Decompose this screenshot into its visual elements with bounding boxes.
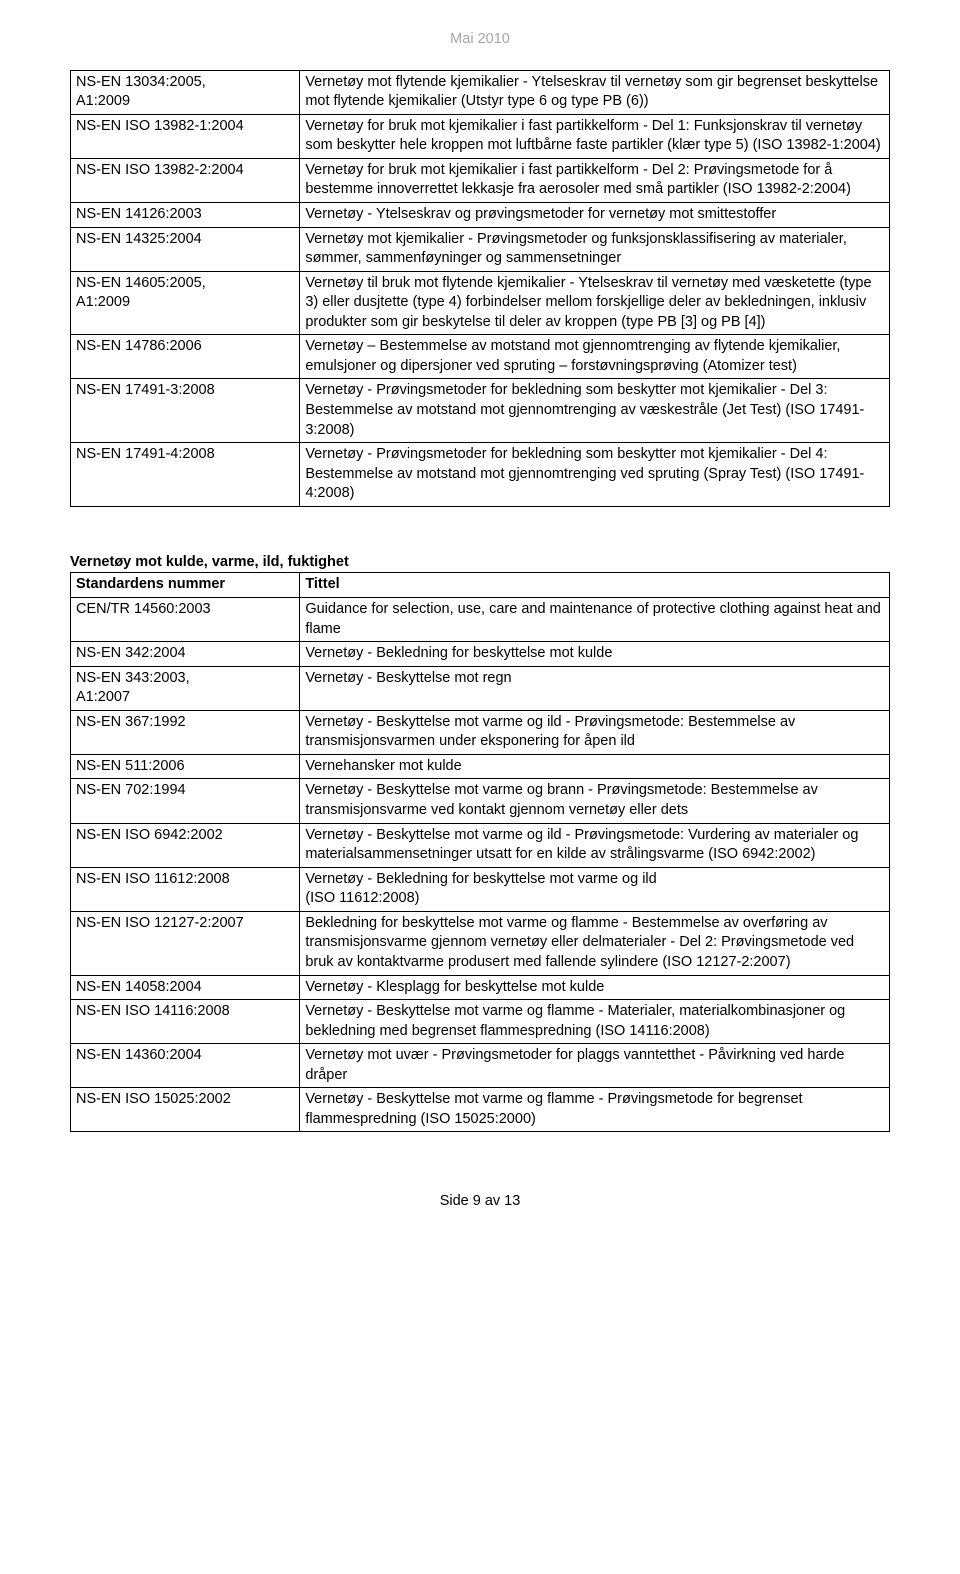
standard-number: NS-EN 14126:2003 [71, 202, 300, 227]
standard-number: NS-EN 13034:2005,A1:2009 [71, 70, 300, 114]
table-row: NS-EN ISO 11612:2008Vernetøy - Beklednin… [71, 867, 890, 911]
standard-number: NS-EN 342:2004 [71, 642, 300, 667]
standard-number: NS-EN 511:2006 [71, 754, 300, 779]
standard-number: NS-EN 14786:2006 [71, 335, 300, 379]
standard-title: Vernetøy - Beskyttelse mot varme og bran… [300, 779, 890, 823]
standard-title: Vernetøy - Bekledning for beskyttelse mo… [300, 642, 890, 667]
table-row: NS-EN 14058:2004Vernetøy - Klesplagg for… [71, 975, 890, 1000]
table-row: NS-EN 17491-4:2008Vernetøy - Prøvingsmet… [71, 443, 890, 507]
table-row: NS-EN 13034:2005,A1:2009Vernetøy mot fly… [71, 70, 890, 114]
standard-title: Vernetøy - Bekledning for beskyttelse mo… [300, 867, 890, 911]
standard-title: Vernetøy - Klesplagg for beskyttelse mot… [300, 975, 890, 1000]
standard-number: NS-EN ISO 11612:2008 [71, 867, 300, 911]
table-row: NS-EN ISO 13982-2:2004Vernetøy for bruk … [71, 158, 890, 202]
standard-title: Vernetøy for bruk mot kjemikalier i fast… [300, 158, 890, 202]
standard-title: Vernetøy – Bestemmelse av motstand mot g… [300, 335, 890, 379]
table-row: NS-EN 14126:2003Vernetøy - Ytelseskrav o… [71, 202, 890, 227]
standard-title: Vernetøy mot flytende kjemikalier - Ytel… [300, 70, 890, 114]
standard-number: NS-EN ISO 12127-2:2007 [71, 911, 300, 975]
standard-number: CEN/TR 14560:2003 [71, 597, 300, 641]
standard-title: Bekledning for beskyttelse mot varme og … [300, 911, 890, 975]
section-title-climate: Vernetøy mot kulde, varme, ild, fuktighe… [70, 553, 890, 573]
standard-number: NS-EN 17491-4:2008 [71, 443, 300, 507]
standard-number: NS-EN ISO 13982-2:2004 [71, 158, 300, 202]
table-row: NS-EN 14325:2004Vernetøy mot kjemikalier… [71, 227, 890, 271]
standard-title: Vernetøy mot uvær - Prøvingsmetoder for … [300, 1044, 890, 1088]
table-row: NS-EN ISO 6942:2002Vernetøy - Beskyttels… [71, 823, 890, 867]
table-row: NS-EN ISO 14116:2008Vernetøy - Beskyttel… [71, 1000, 890, 1044]
standard-number: NS-EN 343:2003,A1:2007 [71, 666, 300, 710]
table-row: NS-EN 342:2004Vernetøy - Bekledning for … [71, 642, 890, 667]
table-row: NS-EN 17491-3:2008Vernetøy - Prøvingsmet… [71, 379, 890, 443]
standard-number: NS-EN ISO 15025:2002 [71, 1088, 300, 1132]
table-climate: Standardens nummerTittelCEN/TR 14560:200… [70, 572, 890, 1132]
table-row: NS-EN ISO 13982-1:2004Vernetøy for bruk … [71, 114, 890, 158]
table-row: NS-EN 343:2003,A1:2007Vernetøy - Beskytt… [71, 666, 890, 710]
standard-title: Vernetøy - Beskyttelse mot regn [300, 666, 890, 710]
page-footer: Side 9 av 13 [70, 1192, 890, 1212]
standard-title: Vernetøy - Prøvingsmetoder for beklednin… [300, 443, 890, 507]
standard-number: NS-EN 14325:2004 [71, 227, 300, 271]
table-chemicals: NS-EN 13034:2005,A1:2009Vernetøy mot fly… [70, 70, 890, 507]
standard-number: NS-EN 14360:2004 [71, 1044, 300, 1088]
standard-title: Vernetøy - Prøvingsmetoder for beklednin… [300, 379, 890, 443]
standard-title: Vernetøy - Beskyttelse mot varme og flam… [300, 1088, 890, 1132]
standard-number: NS-EN ISO 14116:2008 [71, 1000, 300, 1044]
standard-title: Vernetøy - Beskyttelse mot varme og ild … [300, 710, 890, 754]
table-row: NS-EN 14786:2006Vernetøy – Bestemmelse a… [71, 335, 890, 379]
standard-number: NS-EN ISO 6942:2002 [71, 823, 300, 867]
standard-title: Vernetøy for bruk mot kjemikalier i fast… [300, 114, 890, 158]
column-header-title: Tittel [300, 573, 890, 598]
standard-number: NS-EN 702:1994 [71, 779, 300, 823]
standard-title: Vernetøy - Beskyttelse mot varme og ild … [300, 823, 890, 867]
table-row: NS-EN 702:1994Vernetøy - Beskyttelse mot… [71, 779, 890, 823]
standard-title: Vernetøy - Beskyttelse mot varme og flam… [300, 1000, 890, 1044]
standard-title: Vernetøy mot kjemikalier - Prøvingsmetod… [300, 227, 890, 271]
standard-title: Vernehansker mot kulde [300, 754, 890, 779]
standard-number: NS-EN 367:1992 [71, 710, 300, 754]
table-row: NS-EN 14360:2004Vernetøy mot uvær - Prøv… [71, 1044, 890, 1088]
column-header-number: Standardens nummer [71, 573, 300, 598]
standard-number: NS-EN 17491-3:2008 [71, 379, 300, 443]
table-row: NS-EN 511:2006Vernehansker mot kulde [71, 754, 890, 779]
standard-number: NS-EN 14605:2005,A1:2009 [71, 271, 300, 335]
standard-number: NS-EN ISO 13982-1:2004 [71, 114, 300, 158]
table-row: NS-EN 367:1992Vernetøy - Beskyttelse mot… [71, 710, 890, 754]
table-row: NS-EN 14605:2005,A1:2009Vernetøy til bru… [71, 271, 890, 335]
table-header-row: Standardens nummerTittel [71, 573, 890, 598]
standard-title: Vernetøy til bruk mot flytende kjemikali… [300, 271, 890, 335]
standard-title: Guidance for selection, use, care and ma… [300, 597, 890, 641]
table-row: NS-EN ISO 12127-2:2007Bekledning for bes… [71, 911, 890, 975]
standard-number: NS-EN 14058:2004 [71, 975, 300, 1000]
standard-title: Vernetøy - Ytelseskrav og prøvingsmetode… [300, 202, 890, 227]
table-row: CEN/TR 14560:2003Guidance for selection,… [71, 597, 890, 641]
table-row: NS-EN ISO 15025:2002Vernetøy - Beskyttel… [71, 1088, 890, 1132]
page-header: Mai 2010 [70, 30, 890, 50]
